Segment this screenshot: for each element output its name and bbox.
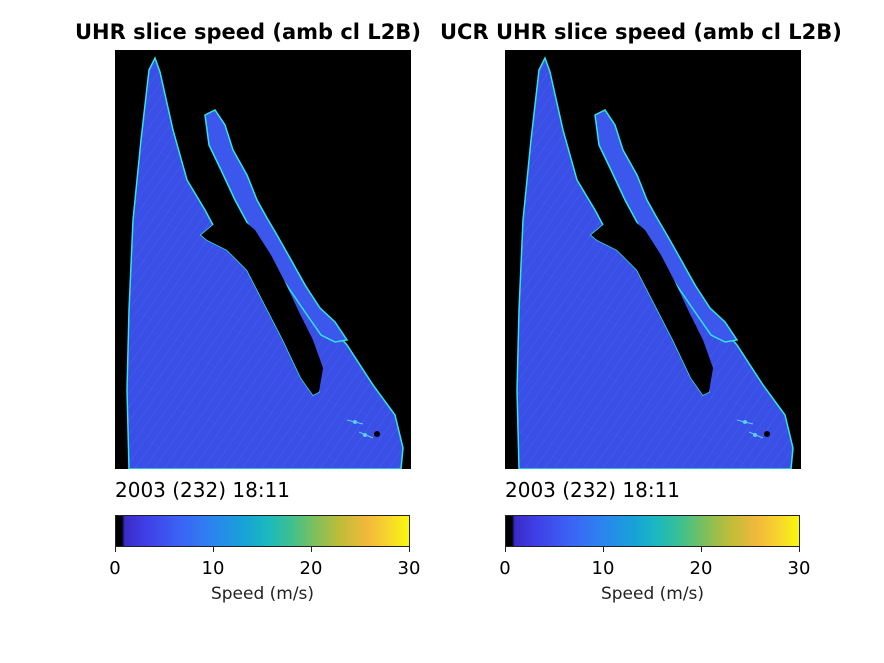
baja-peninsula [201, 210, 323, 395]
speed-map-image [126, 56, 404, 469]
panel-ucr-uhr: UCR UHR slice speed (amb cl L2B) 2003 (2… [390, 0, 842, 663]
timestamp: 2003 (232) 18:11 [505, 478, 681, 502]
panel-title: UHR slice speed (amb cl L2B) [75, 20, 421, 44]
colorbar-tick-label: 10 [591, 558, 615, 579]
speed-map [505, 50, 801, 469]
panel-title: UCR UHR slice speed (amb cl L2B) [440, 20, 842, 44]
colorbar [505, 515, 800, 547]
panel-uhr: UHR slice speed (amb cl L2B) 2003 (232) … [0, 0, 440, 663]
colorbar-label: Speed (m/s) [600, 584, 705, 604]
gulf-water [204, 109, 349, 343]
colorbar-ticks: 0 10 20 30 [499, 558, 810, 582]
colorbar-tickmark [505, 547, 506, 552]
baja-peninsula [591, 210, 713, 395]
colorbar-tick-label: 20 [299, 558, 323, 579]
timestamp: 2003 (232) 18:11 [115, 478, 291, 502]
colorbar-tick-label: 30 [787, 558, 811, 579]
colorbar-label: Speed (m/s) [210, 584, 315, 604]
colorbar-tick-label: 0 [109, 558, 121, 579]
colorbar [115, 515, 410, 547]
colorbar-tick-label: 0 [499, 558, 511, 579]
colorbar-tick-label: 10 [201, 558, 225, 579]
colorbar-ticks: 0 10 20 30 [109, 558, 420, 582]
colorbar-tickmark [701, 547, 702, 552]
speed-map-image [516, 56, 794, 469]
colorbar-tickmark [115, 547, 116, 552]
gulf-water [594, 109, 739, 343]
colorbar-tickmark [799, 547, 800, 552]
colorbar-tickmark [311, 547, 312, 552]
colorbar-tickmark [213, 547, 214, 552]
speed-map [115, 50, 411, 469]
colorbar-tickmark [603, 547, 604, 552]
colorbar-tick-label: 30 [397, 558, 421, 579]
colorbar-tickmark [409, 547, 410, 552]
colorbar-tick-label: 20 [689, 558, 713, 579]
